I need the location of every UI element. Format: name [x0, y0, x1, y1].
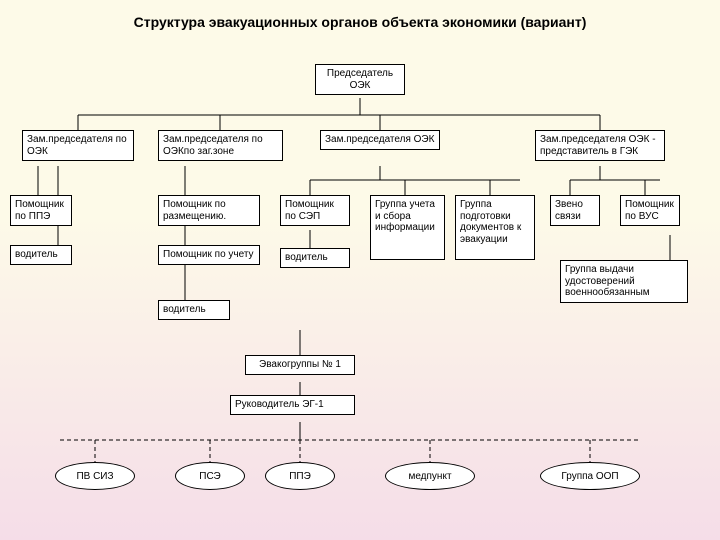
node-link-unit: Звено связи	[550, 195, 600, 226]
node-aide-accounting: Помощник по учету	[158, 245, 260, 265]
node-eg-head: Руководитель ЭГ-1	[230, 395, 355, 415]
node-driver-2: водитель	[158, 300, 230, 320]
node-pv-siz: ПВ СИЗ	[55, 462, 135, 490]
node-pse: ПСЭ	[175, 462, 245, 490]
node-group-records: Группа учета и сбора информации	[370, 195, 445, 260]
node-deputy-2: Зам.председателя по ОЭКпо заг.зоне	[158, 130, 283, 161]
node-deputy-1: Зам.председателя по ОЭК	[22, 130, 134, 161]
node-group-oop: Группа ООП	[540, 462, 640, 490]
node-driver-3: водитель	[280, 248, 350, 268]
node-deputy-3: Зам.председателя ОЭК	[320, 130, 440, 150]
node-aide-vus: Помощник по ВУС	[620, 195, 680, 226]
node-ppe: ППЭ	[265, 462, 335, 490]
node-aide-sep: Помощник по СЭП	[280, 195, 350, 226]
node-chairman: Председатель ОЭК	[315, 64, 405, 95]
node-aide-placement: Помощник по размещению.	[158, 195, 260, 226]
node-evac-groups: Эвакогруппы № 1	[245, 355, 355, 375]
node-aide-ppe: Помощник по ППЭ	[10, 195, 72, 226]
diagram-title: Структура эвакуационных органов объекта …	[0, 14, 720, 30]
node-driver-1: водитель	[10, 245, 72, 265]
node-deputy-4: Зам.председателя ОЭК - представитель в Г…	[535, 130, 665, 161]
node-group-docs: Группа подготовки документов к эвакуации	[455, 195, 535, 260]
node-group-cert: Группа выдачи удостоверений военнообязан…	[560, 260, 688, 303]
node-medpoint: медпункт	[385, 462, 475, 490]
